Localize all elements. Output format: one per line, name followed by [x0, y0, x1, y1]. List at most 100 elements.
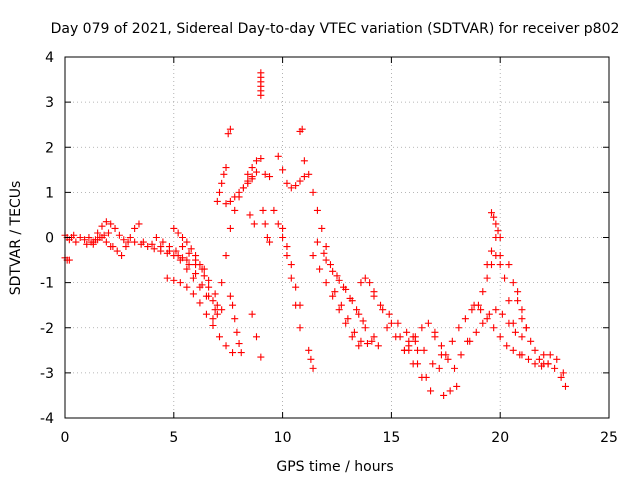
- data-point: [259, 206, 267, 214]
- data-point: [540, 351, 548, 359]
- data-point: [179, 243, 187, 251]
- data-point: [559, 369, 567, 377]
- data-point: [357, 279, 365, 287]
- data-point: [451, 364, 459, 372]
- data-point: [226, 224, 234, 232]
- series-arc-42: [440, 382, 461, 399]
- data-point: [209, 321, 217, 329]
- data-point: [377, 301, 385, 309]
- data-point: [148, 240, 156, 248]
- data-point: [211, 306, 219, 314]
- data-point: [470, 301, 478, 309]
- data-point: [344, 315, 352, 323]
- data-point: [455, 324, 463, 332]
- data-point: [231, 193, 239, 201]
- data-point: [348, 333, 356, 341]
- data-point: [551, 364, 559, 372]
- data-point: [279, 234, 287, 241]
- series-arc-22: [248, 310, 265, 361]
- series-arc-50: [518, 351, 569, 390]
- x-tick-label: 15: [382, 430, 400, 446]
- data-point: [453, 382, 461, 390]
- data-point: [309, 364, 317, 372]
- data-point: [329, 267, 337, 275]
- data-point: [183, 265, 191, 273]
- data-point: [490, 213, 498, 221]
- x-axis-title: GPS time / hours: [276, 459, 393, 475]
- data-point: [440, 391, 448, 399]
- data-point: [505, 297, 513, 305]
- data-point: [527, 337, 535, 345]
- y-tick-label: 0: [45, 231, 54, 247]
- y-tick-label: -2: [40, 321, 54, 337]
- data-point: [446, 387, 454, 395]
- data-point: [118, 252, 126, 260]
- series-arc-30: [305, 346, 317, 372]
- data-point: [183, 283, 191, 291]
- data-point: [252, 168, 260, 176]
- data-point: [370, 333, 378, 341]
- data-point: [429, 360, 437, 368]
- data-point: [531, 360, 539, 368]
- data-point: [418, 324, 426, 332]
- data-point: [244, 179, 252, 187]
- data-point: [287, 261, 295, 269]
- data-point: [318, 224, 326, 232]
- y-tick-label: -1: [40, 276, 54, 292]
- data-point: [514, 288, 522, 296]
- data-point: [494, 227, 502, 235]
- data-point: [320, 249, 328, 257]
- data-point: [553, 355, 561, 363]
- data-point: [163, 249, 171, 257]
- data-point: [483, 274, 491, 282]
- data-point: [424, 319, 432, 327]
- data-point: [198, 265, 206, 273]
- data-point: [409, 333, 417, 341]
- data-point: [361, 274, 369, 282]
- data-point: [355, 310, 363, 318]
- series-arc-47: [479, 252, 504, 296]
- data-point: [218, 306, 226, 314]
- data-point: [179, 254, 187, 262]
- data-point: [468, 306, 476, 314]
- data-point: [115, 231, 123, 239]
- data-point: [163, 274, 171, 282]
- series-arc-18: [244, 155, 265, 178]
- data-point: [366, 279, 374, 287]
- series-arc-41: [435, 301, 482, 372]
- data-point: [370, 292, 378, 300]
- data-point: [503, 342, 511, 350]
- data-point: [287, 184, 295, 192]
- series-arc-20: [261, 170, 274, 181]
- data-point: [189, 274, 197, 282]
- grid-lines: [65, 57, 609, 418]
- data-point: [252, 157, 260, 165]
- data-point: [342, 285, 350, 293]
- series-arc-12: [170, 224, 221, 318]
- data-point: [189, 290, 197, 298]
- data-point: [322, 279, 330, 287]
- data-point: [222, 200, 230, 208]
- data-point: [307, 355, 315, 363]
- series-arc-16: [222, 175, 256, 208]
- data-point: [333, 272, 341, 280]
- series-arc-44: [470, 301, 524, 359]
- data-point: [472, 328, 480, 336]
- data-point: [170, 224, 178, 232]
- series-arc-27: [279, 224, 304, 309]
- data-point: [492, 306, 500, 314]
- data-point: [479, 288, 487, 296]
- series-arc-14: [209, 168, 260, 323]
- data-point: [131, 224, 139, 232]
- data-point: [329, 292, 337, 300]
- series-arc-52: [400, 333, 422, 354]
- data-point: [257, 69, 265, 77]
- data-point: [135, 220, 143, 228]
- series-arc-25: [274, 152, 308, 192]
- data-point: [248, 310, 256, 318]
- data-points: [61, 69, 569, 399]
- y-tick-label: 3: [45, 95, 54, 111]
- data-point: [198, 281, 206, 289]
